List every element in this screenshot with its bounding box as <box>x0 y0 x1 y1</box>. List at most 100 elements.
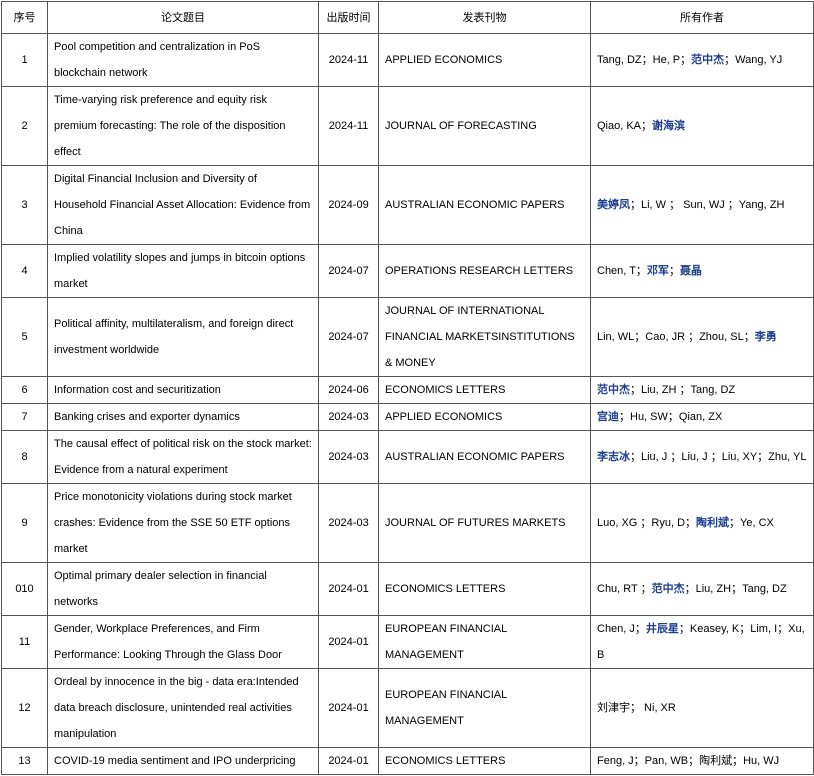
row-number: 9 <box>1 483 48 563</box>
paper-title: Banking crises and exporter dynamics <box>47 403 319 431</box>
author-text: ；Ye, CX <box>729 517 774 529</box>
author-text: Chen, J； <box>597 623 646 635</box>
paper-title: Political affinity, multilateralism, and… <box>47 297 319 377</box>
table-row: 5 Political affinity, multilateralism, an… <box>1 297 814 377</box>
row-number: 13 <box>1 747 48 775</box>
author-text: Chu, RT ； <box>597 583 652 595</box>
row-number: 1 <box>1 33 48 87</box>
author-highlight: 井辰星 <box>645 623 679 635</box>
author-text: Qiao, KA； <box>597 120 653 132</box>
publish-date: 2024-01 <box>318 747 379 775</box>
table-row: 1 Pool competition and centralization in … <box>1 33 814 87</box>
authors: 宫迪；Hu, SW；Qian, ZX <box>590 403 814 431</box>
author-text: ；Liu, J ；Liu, J ；Liu, XY；Zhu, YL <box>630 451 807 463</box>
author-highlight: 范中杰 <box>597 384 630 396</box>
table-row: 010 Optimal primary dealer selection in f… <box>1 562 814 616</box>
author-text: ；Keasey, K；Lim, I；Xu, B <box>597 623 805 661</box>
authors: 范中杰；Liu, ZH ；Tang, DZ <box>590 376 814 404</box>
journal: OPERATIONS RESEARCH LETTERS <box>378 244 591 298</box>
row-number: 5 <box>1 297 48 377</box>
journal: JOURNAL OF FORECASTING <box>378 86 591 166</box>
journal: ECONOMICS LETTERS <box>378 562 591 616</box>
row-number: 11 <box>1 615 48 669</box>
author-text: ；Li, W ； Sun, WJ ；Yang, ZH <box>630 199 785 211</box>
author-highlight: 范中杰 <box>651 583 685 595</box>
author-text: Feng, J；Pan, WB；陶利斌；Hu, WJ <box>597 755 780 767</box>
publish-date: 2024-07 <box>318 244 379 298</box>
row-number: 3 <box>1 165 48 245</box>
publish-date: 2024-01 <box>318 668 379 748</box>
author-highlight: 陶利斌 <box>696 517 730 529</box>
row-number: 4 <box>1 244 48 298</box>
journal: AUSTRALIAN ECONOMIC PAPERS <box>378 430 591 484</box>
authors: Chu, RT ；范中杰；Liu, ZH；Tang, DZ <box>590 562 814 616</box>
authors: Tang, DZ；He, P；范中杰；Wang, YJ <box>590 33 814 87</box>
author-highlight: 李勇 <box>754 331 777 343</box>
paper-title: Optimal primary dealer selection in fina… <box>47 562 319 616</box>
journal: APPLIED ECONOMICS <box>378 33 591 87</box>
author-text: 刘津宇； Ni, XR <box>597 702 676 714</box>
authors: Feng, J；Pan, WB；陶利斌；Hu, WJ <box>590 747 814 775</box>
publish-date: 2024-03 <box>318 483 379 563</box>
author-highlight: 邓军 <box>646 265 669 277</box>
publish-date: 2024-11 <box>318 86 379 166</box>
table-row: 4 Implied volatility slopes and jumps in … <box>1 244 814 298</box>
author-highlight: 宫迪 <box>597 411 619 423</box>
author-text: ；Liu, ZH ；Tang, DZ <box>630 384 736 396</box>
publish-date: 2024-07 <box>318 297 379 377</box>
journal: JOURNAL OF FUTURES MARKETS <box>378 483 591 563</box>
table-row: 3 Digital Financial Inclusion and Diversi… <box>1 165 814 245</box>
paper-title: Time-varying risk preference and equity … <box>47 86 319 166</box>
author-text: Lin, WL；Cao, JR ；Zhou, SL； <box>597 331 755 343</box>
authors: Qiao, KA；谢海滨 <box>590 86 814 166</box>
author-text: Tang, DZ；He, P； <box>597 54 692 66</box>
table-row: 9 Price monotonicity violations during st… <box>1 483 814 563</box>
row-number: 8 <box>1 430 48 484</box>
author-highlight: 范中杰 <box>691 54 725 66</box>
publish-date: 2024-01 <box>318 562 379 616</box>
header-cell: 发表刊物 <box>378 1 591 34</box>
authors: 美婷凤；Li, W ； Sun, WJ ；Yang, ZH <box>590 165 814 245</box>
publish-date: 2024-01 <box>318 615 379 669</box>
header-cell: 所有作者 <box>590 1 814 34</box>
author-highlight: 聂晶 <box>679 265 702 277</box>
journal: ECONOMICS LETTERS <box>378 376 591 404</box>
paper-title: Price monotonicity violations during sto… <box>47 483 319 563</box>
table-row: 13 COVID-19 media sentiment and IPO under… <box>1 747 814 775</box>
paper-title: The causal effect of political risk on t… <box>47 430 319 484</box>
paper-title: Gender, Workplace Preferences, and Firm … <box>47 615 319 669</box>
journal: APPLIED ECONOMICS <box>378 403 591 431</box>
publish-date: 2024-03 <box>318 430 379 484</box>
journal: ECONOMICS LETTERS <box>378 747 591 775</box>
author-text: Chen, T； <box>597 265 647 277</box>
table-body: 1 Pool competition and centralization in … <box>1 33 814 775</box>
row-number: 2 <box>1 86 48 166</box>
paper-title: Ordeal by innocence in the big - data er… <box>47 668 319 748</box>
table-row: 11 Gender, Workplace Preferences, and Fir… <box>1 615 814 669</box>
authors: 李志冰；Liu, J ；Liu, J ；Liu, XY；Zhu, YL <box>590 430 814 484</box>
author-highlight: 李志冰 <box>597 451 630 463</box>
table-row: 7 Banking crises and exporter dynamics 202… <box>1 403 814 431</box>
publish-date: 2024-06 <box>318 376 379 404</box>
author-highlight: 谢海滨 <box>652 120 686 132</box>
author-text: Luo, XG ；Ryu, D； <box>597 517 697 529</box>
row-number: 12 <box>1 668 48 748</box>
table-row: 6 Information cost and securitization 2024… <box>1 376 814 404</box>
authors: 刘津宇； Ni, XR <box>590 668 814 748</box>
publish-date: 2024-09 <box>318 165 379 245</box>
paper-title: Information cost and securitization <box>47 376 319 404</box>
authors: Chen, T；邓军；聂晶 <box>590 244 814 298</box>
author-text: ；Liu, ZH；Tang, DZ <box>684 583 787 595</box>
table-row: 8 The causal effect of political risk on … <box>1 430 814 484</box>
header-row: 序号 论文题目 出版时间 发表刊物 所有作者 <box>1 1 814 34</box>
table-row: 12 Ordeal by innocence in the big - data … <box>1 668 814 748</box>
header-cell: 序号 <box>1 1 48 34</box>
journal: JOURNAL OF INTERNATIONAL FINANCIAL MARKE… <box>378 297 591 377</box>
paper-title: COVID-19 media sentiment and IPO underpr… <box>47 747 319 775</box>
author-text: ；Hu, SW；Qian, ZX <box>619 411 723 423</box>
row-number: 010 <box>1 562 48 616</box>
publish-date: 2024-03 <box>318 403 379 431</box>
journal: EUROPEAN FINANCIAL MANAGEMENT <box>378 615 591 669</box>
